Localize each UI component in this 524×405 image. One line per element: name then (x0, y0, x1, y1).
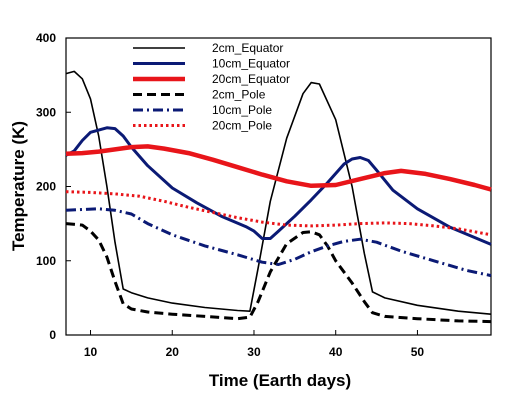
y-axis-title: Temperature (K) (9, 121, 28, 251)
series-group (65, 70, 492, 324)
y-tick-label: 0 (49, 328, 56, 342)
series-line-2cm-pole (65, 222, 492, 324)
legend-label: 20cm_Equator (212, 72, 290, 86)
series-line-2cm-equator (65, 70, 492, 315)
series-line-20cm-equator (65, 144, 492, 192)
x-tick-label: 30 (247, 345, 261, 359)
legend-label: 10cm_Pole (212, 103, 272, 117)
legend-label: 20cm_Pole (212, 119, 272, 133)
x-tick-label: 50 (411, 345, 425, 359)
axis-ticks: 10 20 30 40 50 0 100 200 300 400 (36, 31, 424, 359)
x-tick-label: 10 (84, 345, 98, 359)
y-tick-label: 100 (36, 254, 56, 268)
x-tick-label: 20 (166, 345, 180, 359)
x-axis-title: Time (Earth days) (209, 371, 351, 390)
y-tick-label: 300 (36, 105, 56, 119)
series-line-10cm-equator (65, 126, 492, 246)
x-tick-label: 40 (329, 345, 343, 359)
legend-label: 2cm_Equator (212, 41, 283, 55)
legend-label: 10cm_Equator (212, 57, 290, 71)
series-line-10cm-pole (65, 207, 492, 278)
series-line-20cm-pole (65, 190, 492, 237)
y-tick-label: 400 (36, 31, 56, 45)
y-tick-label: 200 (36, 180, 56, 194)
legend-label: 2cm_Pole (212, 88, 266, 102)
